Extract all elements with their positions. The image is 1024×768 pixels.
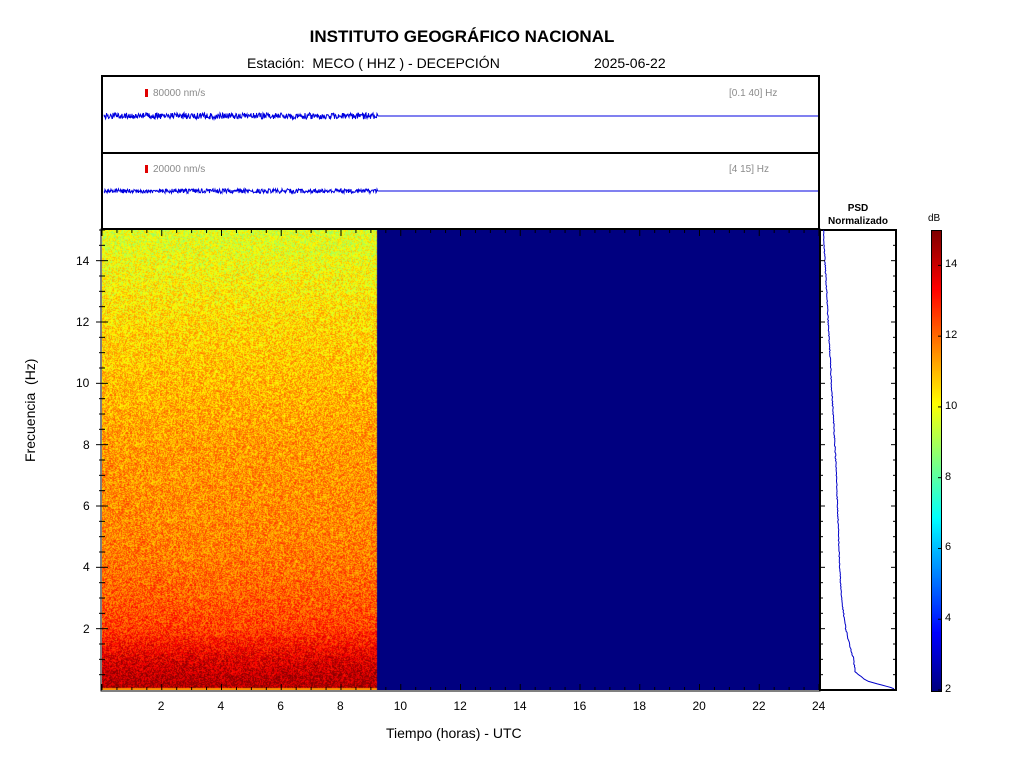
colorbar-tick-label: 8 — [945, 470, 952, 483]
x-tick-label: 14 — [513, 699, 527, 713]
x-tick-label: 12 — [453, 699, 467, 713]
x-tick-label: 4 — [217, 699, 225, 713]
x-tick-label: 16 — [573, 699, 587, 713]
trace-signal — [103, 111, 379, 122]
colorbar-tick-label: 12 — [945, 329, 958, 342]
scale-label-highband: 20000 nm/s — [153, 164, 206, 175]
x-tick-label: 6 — [277, 699, 284, 713]
y-tick-label: 8 — [83, 437, 90, 452]
y-tick-label: 10 — [76, 376, 90, 391]
colorbar-tick-label: 10 — [945, 399, 958, 412]
y-tick-label: 6 — [83, 499, 90, 513]
colorbar-tick-label: 14 — [945, 258, 958, 271]
date-subtitle: 2025-06-22 — [594, 55, 666, 71]
colorbar-tick-label: 4 — [945, 612, 952, 625]
y-tick-label: 2 — [83, 621, 90, 636]
trace-signal — [103, 186, 379, 196]
scale-label-broadband: 80000 nm/s — [153, 88, 206, 99]
psd-title-line1: PSD — [847, 203, 869, 214]
x-tick-label: 8 — [337, 699, 344, 713]
x-tick-label: 10 — [393, 699, 408, 713]
station-subtitle: Estación: MECO ( HHZ ) - DECEPCIÓN — [247, 55, 500, 71]
colorbar-tick-label: 2 — [945, 683, 952, 695]
x-tick-label: 18 — [632, 699, 647, 713]
trace-panel-highband — [101, 152, 820, 230]
psd-title: PSD Normalizado — [820, 202, 896, 228]
psd-title-line2: Normalizado — [827, 216, 888, 227]
colorbar-unit: dB — [928, 213, 941, 224]
y-tick-label: 4 — [83, 560, 90, 575]
x-tick-label: 20 — [692, 699, 706, 713]
x-axis-label: Tiempo (horas) - UTC — [386, 725, 522, 741]
scale-bar-highband — [145, 165, 148, 173]
psd-line — [822, 229, 895, 690]
y-tick-label: 14 — [76, 253, 90, 268]
trace-waveform-broadband — [103, 111, 818, 122]
scale-bar-broadband — [145, 89, 148, 97]
colorbar-tick-label: 6 — [945, 541, 952, 554]
band-label-highband: [4 15] Hz — [729, 164, 770, 175]
page-title: INSTITUTO GEOGRÁFICO NACIONAL — [309, 27, 615, 46]
x-tick-label: 2 — [157, 699, 165, 713]
trace-waveform-highband — [103, 186, 818, 196]
colorbar — [931, 230, 942, 692]
x-tick-label: 24 — [812, 699, 826, 713]
spectrogram-heatmap — [102, 230, 819, 690]
trace-panel-broadband — [101, 75, 820, 154]
x-tick-label: 22 — [752, 699, 766, 713]
y-tick-label: 12 — [76, 315, 90, 329]
band-label-broadband: [0.1 40] Hz — [729, 88, 778, 99]
